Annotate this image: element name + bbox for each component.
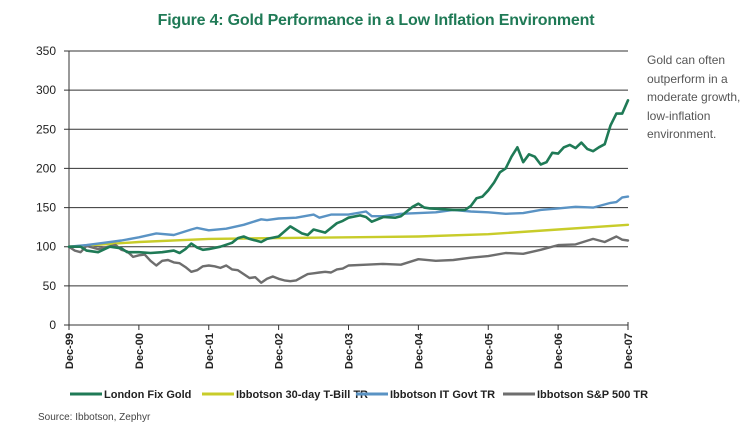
legend-label: Ibbotson IT Govt TR	[390, 389, 495, 401]
series-line-ibbotson-it-govt-tr	[67, 195, 630, 248]
chart-title: Figure 4: Gold Performance in a Low Infl…	[157, 12, 595, 29]
y-tick-label: 100	[36, 240, 56, 254]
axes	[68, 51, 629, 330]
x-tick-label: Dec-05	[483, 333, 495, 369]
legend-label: London Fix Gold	[104, 389, 191, 401]
x-tick-label: Dec-06	[553, 333, 565, 369]
y-tick-label: 0	[49, 318, 56, 332]
series-line-ibbotson-30-day-t-bill-tr	[67, 223, 630, 248]
y-tick-label: 300	[36, 83, 56, 97]
series-line-london-fix-gold	[67, 99, 630, 255]
y-tick-label: 150	[36, 201, 56, 215]
x-tick-label: Dec-01	[204, 333, 216, 369]
x-tick-label: Dec-03	[344, 333, 356, 369]
y-tick-label: 350	[36, 44, 56, 58]
legend: London Fix Gold Ibbotson 30-day T-Bill TR…	[70, 389, 648, 401]
y-tick-label: 50	[43, 279, 57, 293]
source-note: Source: Ibbotson, Zephyr	[38, 412, 151, 423]
y-tick-label: 200	[36, 161, 56, 175]
x-tick-label: Dec-02	[274, 333, 286, 369]
x-tick-label: Dec-00	[134, 333, 146, 369]
y-tick-label: 250	[36, 122, 56, 136]
series-lines	[67, 99, 630, 284]
x-tick-labels: Dec-99 Dec-00 Dec-01 Dec-02 Dec-03 Dec-04 Dec-…	[64, 332, 635, 369]
legend-label: Ibbotson 30-day T-Bill TR	[236, 389, 368, 401]
grid-lines	[64, 50, 628, 326]
series-line-ibbotson-s-p-500-tr	[67, 235, 630, 284]
side-note: Gold can often outperform in a moderate …	[647, 53, 741, 141]
y-tick-labels: 0 50 100 150 200 250 300 350	[36, 44, 56, 332]
x-tick-label: Dec-04	[413, 332, 425, 369]
x-tick-label: Dec-07	[623, 333, 635, 369]
x-tick-label: Dec-99	[64, 333, 76, 369]
legend-label: Ibbotson S&P 500 TR	[537, 389, 648, 401]
